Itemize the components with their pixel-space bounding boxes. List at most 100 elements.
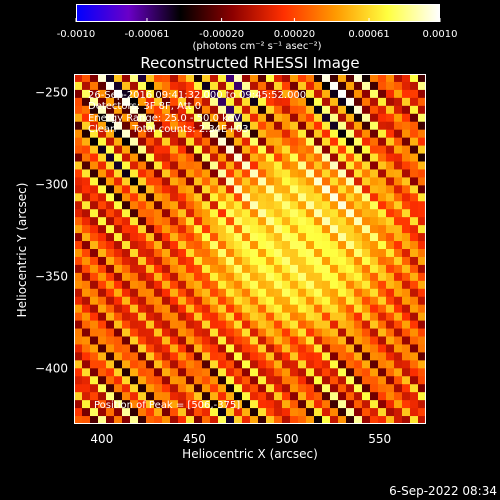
heatmap-cell [266,105,275,115]
heatmap-cell [274,416,283,425]
heatmap-cell [338,121,347,131]
heatmap-cell [122,233,131,242]
heatmap-cell [402,344,411,353]
heatmap-cell [410,249,419,258]
heatmap-cell [234,328,243,338]
heatmap-cell [130,288,139,298]
heatmap-cell [178,74,187,83]
heatmap-cell [298,272,307,282]
heatmap-cell [418,249,427,258]
heatmap-cell [370,392,379,401]
heatmap-cell [354,280,363,290]
heatmap-cell [202,264,211,274]
heatmap-cell [98,177,107,186]
heatmap-cell [354,241,363,250]
heatmap-cell [298,320,307,330]
heatmap-cell [82,416,91,425]
heatmap-cell [114,74,123,83]
heatmap-cell [242,328,251,338]
heatmap-cell [162,113,171,123]
heatmap-cell [210,97,219,107]
heatmap-cell [186,137,195,147]
heatmap-cell [290,256,299,266]
heatmap-cell [186,113,195,123]
heatmap-cell [146,272,155,282]
heatmap-cell [346,376,355,385]
heatmap-cell [322,193,331,202]
heatmap-cell [226,408,235,417]
heatmap-cell [154,169,163,178]
heatmap-cell [346,408,355,417]
heatmap-cell [122,201,131,210]
heatmap-cell [194,129,203,139]
heatmap-cell [106,169,115,178]
heatmap-cell [402,320,411,330]
heatmap-cell [210,392,219,401]
heatmap-cell [210,169,219,178]
heatmap-cell [170,177,179,186]
heatmap-cell [186,249,195,258]
heatmap-cell [298,209,307,218]
heatmap-cell [314,193,323,202]
heatmap-cell [386,288,395,298]
heatmap-cell [314,328,323,338]
colorbar-gradient [76,4,440,22]
heatmap-cell [338,233,347,242]
heatmap-cell [354,129,363,139]
heatmap-cell [210,280,219,290]
heatmap-cell [130,201,139,210]
heatmap-cell [250,368,259,377]
heatmap-cell [226,384,235,393]
heatmap-cell [218,241,227,250]
heatmap-cell [154,97,163,107]
heatmap-cell [106,161,115,171]
heatmap-cell [218,344,227,353]
heatmap-cell [330,129,339,139]
heatmap-cell [98,209,107,218]
heatmap-cell [82,89,91,99]
heatmap-cell [202,153,211,163]
heatmap-cell [242,376,251,385]
heatmap-cell [114,264,123,274]
heatmap-cell [170,264,179,274]
heatmap-cell [122,225,131,234]
heatmap-cell [330,201,339,210]
heatmap-cell [314,129,323,139]
heatmap-cell [82,256,91,266]
heatmap-cell [402,296,411,306]
heatmap-cell [162,360,171,369]
heatmap-cell [346,344,355,353]
heatmap-cell [386,161,395,171]
heatmap-cell [162,328,171,338]
heatmap-cell [170,352,179,361]
heatmap-cell [306,121,315,131]
heatmap-cell [370,312,379,322]
heatmap-cell [74,400,83,409]
heatmap-cell [106,368,115,377]
heatmap-cell [322,336,331,346]
heatmap-cell [354,97,363,107]
heatmap-cell [186,376,195,385]
heatmap-cell [354,272,363,282]
heatmap-cell [98,249,107,258]
heatmap-cell [242,89,251,99]
heatmap-cell [338,360,347,369]
heatmap-cell [234,304,243,314]
heatmap-cell [370,360,379,369]
heatmap-cell [330,384,339,393]
heatmap-cell [218,169,227,178]
heatmap-cell [234,169,243,178]
heatmap-cell [282,352,291,361]
heatmap-cell [330,81,339,91]
heatmap-cell [338,320,347,330]
heatmap-cell [106,376,115,385]
heatmap-cell [274,264,283,274]
heatmap-cell [114,272,123,282]
heatmap-cell [186,384,195,393]
heatmap-cell [282,121,291,131]
heatmap-cell [114,320,123,330]
heatmap-cell [274,280,283,290]
heatmap-cell [322,137,331,147]
heatmap-cell [82,352,91,361]
heatmap-cell [162,400,171,409]
